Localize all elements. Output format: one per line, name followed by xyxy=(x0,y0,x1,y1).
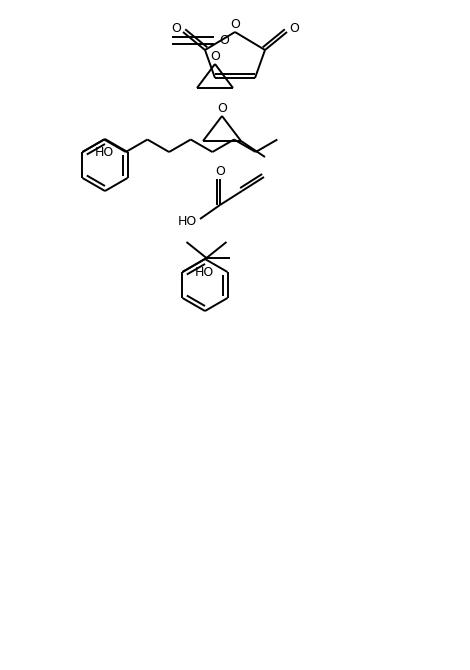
Text: HO: HO xyxy=(177,214,196,228)
Text: O: O xyxy=(171,21,181,34)
Text: O: O xyxy=(230,17,240,31)
Text: O: O xyxy=(215,165,225,178)
Text: HO: HO xyxy=(194,265,213,279)
Text: O: O xyxy=(217,101,227,115)
Text: O: O xyxy=(289,21,299,34)
Text: O: O xyxy=(219,34,229,46)
Text: O: O xyxy=(210,50,220,62)
Text: HO: HO xyxy=(94,145,114,159)
